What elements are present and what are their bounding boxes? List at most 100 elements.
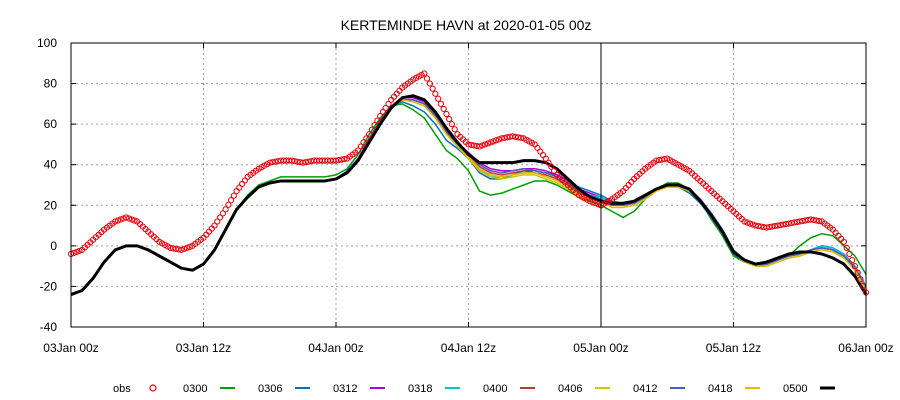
obs-point [186, 243, 193, 250]
obs-point [493, 137, 500, 144]
obs-point [843, 244, 850, 251]
y-tick-label: -20 [40, 279, 58, 293]
y-tick-label: 0 [50, 239, 57, 253]
y-tick-label: 100 [37, 36, 57, 50]
obs-point [435, 95, 442, 102]
obs-point [592, 200, 599, 207]
legend-label-0406: 0406 [558, 383, 582, 395]
series-line-0312 [70, 97, 867, 296]
obs-point [241, 177, 249, 184]
obs-point [73, 248, 80, 256]
x-tick-label: 04Jan 00z [308, 341, 363, 355]
legend-label-0300: 0300 [183, 383, 207, 395]
obs-point [178, 246, 185, 254]
obs-point [421, 70, 428, 77]
obs-point [746, 220, 754, 227]
x-tick-label: 06Jan 00z [838, 341, 893, 355]
y-tick-label: 40 [44, 158, 58, 172]
obs-point [225, 201, 232, 208]
legend-label-0312: 0312 [333, 383, 357, 395]
obs-point [741, 218, 748, 225]
obs-point [181, 245, 188, 252]
obs-point [517, 134, 525, 141]
obs-point [479, 142, 486, 149]
x-tick-label: 03Jan 12z [176, 341, 231, 355]
obs-point [366, 131, 373, 138]
obs-point [236, 184, 243, 191]
obs-point [423, 75, 431, 82]
obs-point [589, 199, 596, 206]
obs-point [233, 187, 240, 195]
chart-title: KERTEMINDE HAVN at 2020-01-05 00z [341, 17, 592, 33]
obs-point [484, 140, 491, 147]
legend-label-0412: 0412 [633, 383, 657, 395]
obs-point [545, 159, 552, 166]
obs-point [487, 139, 494, 146]
obs-point [216, 214, 224, 221]
obs-point [854, 269, 861, 276]
obs-point [214, 218, 221, 225]
obs-point [846, 250, 853, 258]
obs-point [849, 256, 856, 264]
obs-point [354, 147, 362, 154]
legend-label-0318: 0318 [408, 383, 432, 395]
obs-point [183, 244, 191, 251]
obs-point [379, 108, 387, 116]
obs-point [550, 167, 558, 174]
legend-label-0306: 0306 [258, 383, 282, 395]
plot-frame [70, 42, 867, 328]
obs-point [114, 217, 122, 224]
legend-label-0418: 0418 [708, 383, 732, 395]
obs-point [443, 110, 450, 118]
obs-point [230, 192, 237, 199]
obs-point [542, 155, 549, 162]
legend-label-obs: obs [113, 383, 131, 395]
obs-point [490, 138, 497, 145]
obs-point [360, 139, 367, 146]
obs-point [125, 215, 133, 222]
obs-point [76, 247, 83, 255]
obs-point [429, 85, 436, 92]
obs-point [476, 143, 483, 150]
y-axis-ticks: -40 -20 0 20 40 60 80 100 [37, 36, 866, 334]
obs-point [211, 222, 218, 229]
obs-point [534, 144, 541, 152]
x-tick-label: 04Jan 12z [441, 341, 496, 355]
obs-point [481, 141, 489, 148]
x-axis-ticks: 03Jan 00z 03Jan 12z 04Jan 00z 04Jan 12z 05Ja… [43, 43, 894, 355]
legend-swatch-obs [149, 384, 157, 392]
obs-point [446, 115, 453, 123]
obs-point [857, 276, 864, 283]
obs-point [131, 217, 138, 224]
obs-point [222, 206, 229, 213]
obs-point [426, 80, 433, 87]
x-tick-label: 05Jan 00z [573, 341, 628, 355]
obs-point [228, 197, 235, 204]
obs-point [123, 214, 130, 221]
series-line-0500 [70, 94, 868, 296]
x-tick-label: 05Jan 12z [706, 341, 761, 355]
legend-label-0400: 0400 [483, 383, 507, 395]
observation-points [67, 70, 870, 296]
obs-point [377, 112, 384, 120]
obs-point [239, 180, 246, 188]
obs-point [363, 135, 370, 142]
obs-point [437, 100, 444, 107]
y-tick-label: 60 [44, 117, 58, 131]
obs-point [537, 148, 544, 155]
obs-point [851, 263, 859, 270]
obs-point [128, 216, 135, 223]
obs-point [374, 117, 381, 124]
obs-point [385, 100, 392, 107]
legend: obs 0300 0306 0312 0318 0400 0406 0412 0418 0500 [113, 383, 835, 395]
obs-point [440, 105, 447, 113]
series-lines [70, 94, 868, 296]
y-tick-label: -40 [40, 320, 58, 334]
x-tick-label: 03Jan 00z [43, 341, 98, 355]
obs-point [448, 121, 456, 128]
y-tick-label: 20 [44, 198, 58, 212]
obs-point [548, 163, 555, 170]
obs-point [219, 210, 226, 217]
obs-point [371, 122, 378, 129]
